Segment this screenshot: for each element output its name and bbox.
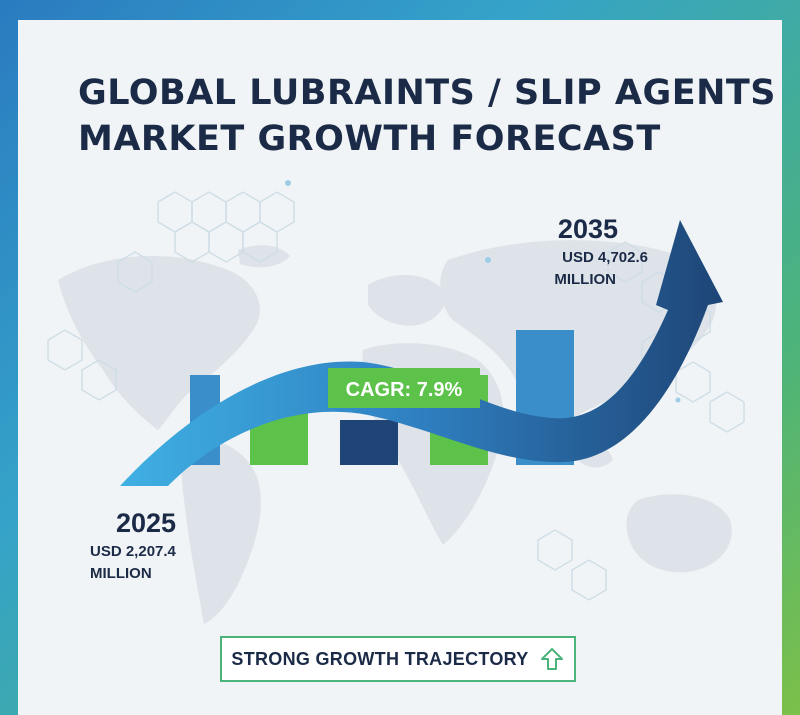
end-unit-label: MILLION (554, 271, 616, 288)
start-unit-label: MILLION (90, 565, 152, 582)
page-title: GLOBAL LUBRAINTS / SLIP AGENTS MARKET GR… (78, 73, 776, 159)
callout-text: STRONG GROWTH TRAJECTORY (231, 648, 529, 669)
growth-callout: STRONG GROWTH TRAJECTORY (220, 636, 576, 682)
cagr-label: CAGR: 7.9% (346, 379, 463, 401)
up-arrow-icon (540, 648, 563, 670)
start-value-label: USD 2,207.4 (90, 543, 177, 560)
growth-arrow-band (120, 220, 723, 486)
growth-chart: CAGR: 7.9% 2035 USD 4,702.6 MILLION 2025… (90, 214, 723, 582)
forecast-bar (340, 420, 398, 465)
start-year-label: 2025 (116, 508, 176, 538)
end-value-label: USD 4,702.6 (562, 249, 648, 266)
infographic-panel: GLOBAL LUBRAINTS / SLIP AGENTS MARKET GR… (18, 20, 782, 715)
cagr-badge (328, 368, 480, 408)
end-year-label: 2035 (558, 214, 618, 244)
